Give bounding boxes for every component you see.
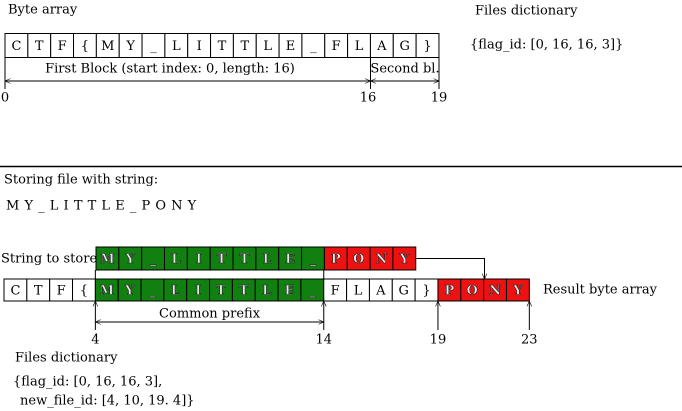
byte-char: _ [150,252,157,267]
byte-char: N [489,284,501,299]
byte-char: I [195,284,201,299]
byte-char: _ [310,252,317,267]
index: 4 [91,333,99,348]
result-label: Result byte array [543,283,658,298]
byte-char: _ [150,39,157,54]
byte-char: T [216,284,226,299]
byte-cell [415,33,440,58]
byte-char: } [423,39,431,54]
byte-char: L [263,39,272,54]
string-label: String to store [1,252,97,267]
prefix-label: Common prefix [159,307,261,322]
byte-char: _ [310,39,317,54]
byte-char: E [286,39,296,54]
byte-char: _ [309,284,316,299]
byte-char: F [331,284,340,299]
block-label: First Block (start index: 0, length: 16) [45,62,295,77]
index: 19 [431,91,448,106]
byte-char: P [444,284,454,299]
byte-char: M [100,284,114,299]
byte-char: L [354,284,363,299]
byte-char: T [217,252,227,267]
index: 23 [521,333,538,348]
files-entry: {flag_id: [0, 16, 16, 3]} [470,38,623,53]
byte-char: _ [149,284,156,299]
byte-char: Y [125,39,135,54]
byte-char: L [262,284,271,299]
byte-char: I [196,252,202,267]
byte-char: I [197,39,202,54]
byte-char: T [35,39,44,54]
byte-char: T [240,39,249,54]
byte-char: Y [512,284,523,299]
byte-char: Y [399,252,410,267]
byte-char: } [422,284,430,299]
index: 0 [1,91,9,106]
byte-char: A [375,284,386,299]
byte-char: N [376,252,388,267]
byte-char: O [353,252,364,267]
byte-char: E [285,284,295,299]
files-title: Files dictionary [15,351,118,366]
block-label: Second bl. [370,62,439,77]
files-line: {flag_id: [0, 16, 16, 3], [13,375,162,390]
byte-char: C [10,284,20,299]
heading: Storing file with string: [4,173,158,188]
files-line: new_file_id: [4, 10, 19. 4]} [20,394,195,409]
byte-char: L [171,284,180,299]
byte-char: M [100,252,114,267]
byte-char: L [171,252,180,267]
byte-char: C [11,39,21,54]
byte-cell [505,278,530,302]
byte-char: G [400,39,410,54]
byte-char: L [263,252,272,267]
byte-char: F [57,284,66,299]
byte-array-title: Byte array [8,3,78,18]
byte-char: F [58,39,67,54]
files-title: Files dictionary [475,4,578,19]
byte-char: T [34,284,43,299]
byte-char: F [332,39,341,54]
byte-char: A [376,39,387,54]
byte-char: T [218,39,227,54]
byte-char: T [240,252,250,267]
index: 14 [315,333,332,348]
byte-char: O [467,284,478,299]
byte-char: P [331,252,341,267]
string: M Y _ L I T T L E _ P O N Y [6,199,197,214]
byte-char: T [239,284,249,299]
byte-char: M [101,39,114,54]
byte-char: { [81,39,89,54]
index: 16 [360,91,377,106]
byte-char: L [172,39,181,54]
byte-char: Y [125,252,136,267]
byte-char: { [80,284,88,299]
byte-char: G [399,284,409,299]
byte-char: E [285,252,295,267]
index: 19 [430,333,447,348]
connector [415,258,485,280]
byte-char: Y [124,284,135,299]
byte-char: L [355,39,364,54]
